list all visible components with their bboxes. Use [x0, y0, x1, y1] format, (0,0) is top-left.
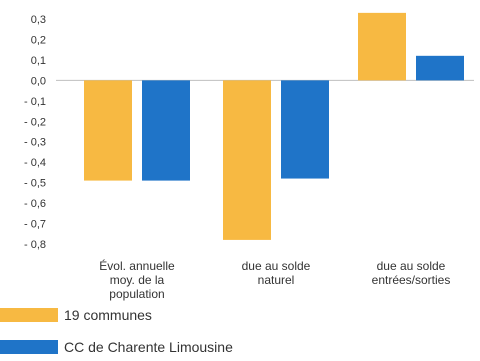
category-label: moy. de la — [110, 273, 165, 287]
y-tick-label: - 0,3 — [24, 137, 46, 149]
y-tick-label: 0,0 — [31, 75, 46, 87]
y-tick-label: - 0,4 — [24, 157, 46, 169]
category-label: naturel — [258, 273, 295, 287]
legend-label-19-communes: 19 communes — [64, 307, 152, 323]
y-tick-label: - 0,7 — [24, 219, 46, 231]
bar-19-communes-0 — [84, 80, 132, 181]
category-label: population — [109, 287, 164, 301]
y-tick-label: - 0,1 — [24, 96, 46, 108]
y-tick-label: 0,2 — [31, 34, 46, 46]
bar-19-communes-2 — [358, 12, 406, 81]
bars — [84, 12, 464, 240]
y-tick-label: - 0,8 — [24, 239, 46, 251]
category-label: due au solde — [242, 259, 311, 273]
y-axis: 0,3 0,2 0,1 0,0 - 0,1 - 0,2 - 0,3 - 0,4 - 0,5 - 0… — [24, 14, 46, 251]
legend-label-cc-charente-limousine: CC de Charente Limousine — [64, 339, 233, 355]
bar-cc-de-charente-limousine-1 — [281, 80, 329, 179]
y-tick-label: - 0,2 — [24, 116, 46, 128]
bar-19-communes-1 — [223, 80, 271, 240]
y-tick-label: 0,1 — [31, 55, 46, 67]
y-tick-label: - 0,6 — [24, 198, 46, 210]
y-tick-label: - 0,5 — [24, 178, 46, 190]
legend-swatch-19-communes — [0, 308, 58, 322]
legend-item-19-communes: 19 communes — [0, 306, 152, 324]
legend-swatch-cc-charente-limousine — [0, 340, 58, 354]
category-label: due au solde — [377, 259, 446, 273]
bar-cc-de-charente-limousine-2 — [416, 55, 464, 81]
y-tick-label: 0,3 — [31, 14, 46, 26]
bar-cc-de-charente-limousine-0 — [142, 80, 190, 181]
category-label: Évol. annuelle — [99, 258, 175, 273]
category-label: entrées/sorties — [372, 273, 451, 287]
legend-item-cc-charente-limousine: CC de Charente Limousine — [0, 338, 233, 356]
